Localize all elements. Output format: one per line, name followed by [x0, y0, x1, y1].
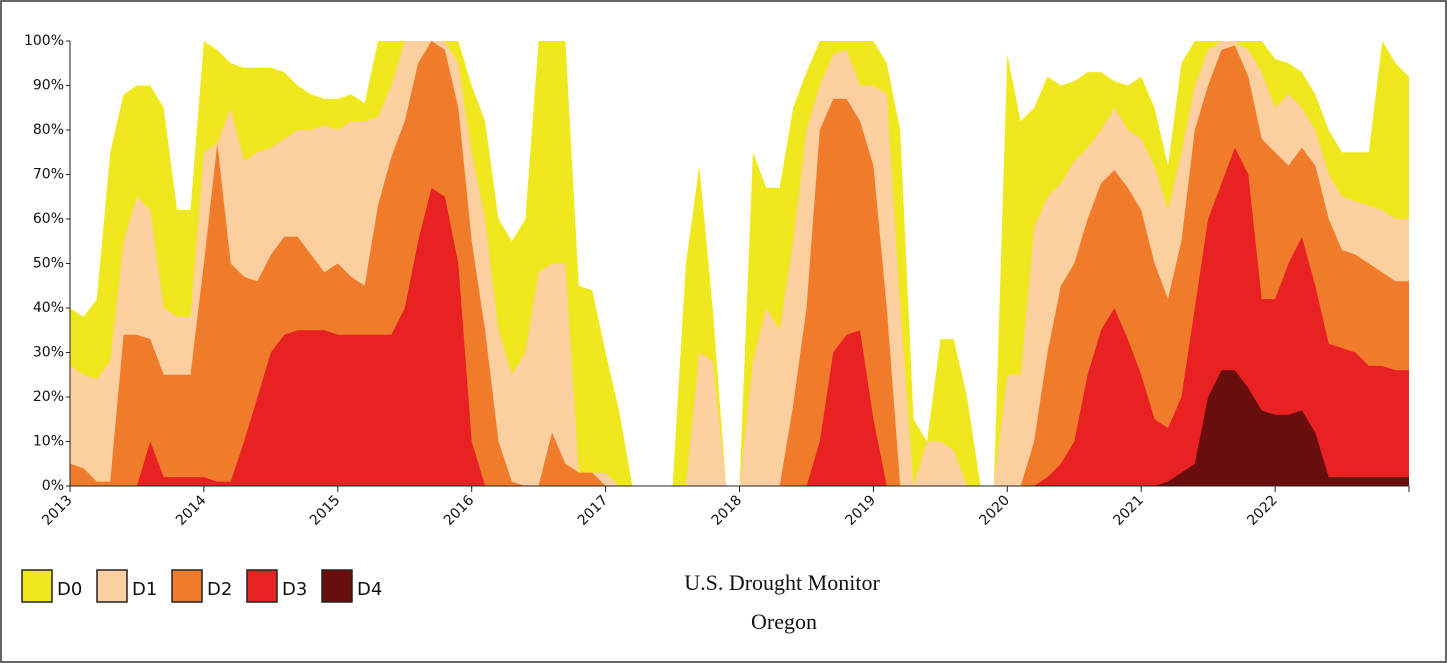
area	[70, 370, 1409, 486]
y-tick-label: 90%	[33, 78, 64, 94]
legend-swatch	[21, 569, 53, 603]
legend-label: D1	[132, 579, 157, 600]
legend-swatch	[321, 569, 353, 603]
legend-swatch	[171, 569, 203, 603]
chart-title: U.S. Drought Monitor	[684, 570, 880, 595]
y-tick-label: 50%	[33, 256, 64, 272]
legend-label: D3	[282, 579, 307, 600]
legend-label: D0	[57, 579, 82, 600]
area	[70, 147, 1409, 487]
legend-swatch	[246, 569, 278, 603]
y-tick-label: 40%	[33, 300, 64, 316]
chart-subtitle: Oregon	[751, 609, 817, 634]
y-tick-label: 30%	[33, 345, 64, 361]
legend-swatch	[96, 569, 128, 603]
legend-label: D2	[207, 579, 232, 600]
y-tick-label: 80%	[33, 122, 64, 138]
y-tick-label: 60%	[33, 211, 64, 227]
y-tick-label: 0%	[42, 478, 64, 494]
y-tick-label: 70%	[33, 167, 64, 183]
legend-label: D4	[357, 579, 382, 600]
y-tick-label: 20%	[33, 389, 64, 405]
y-tick-label: 100%	[24, 33, 64, 49]
y-tick-label: 10%	[33, 434, 64, 450]
